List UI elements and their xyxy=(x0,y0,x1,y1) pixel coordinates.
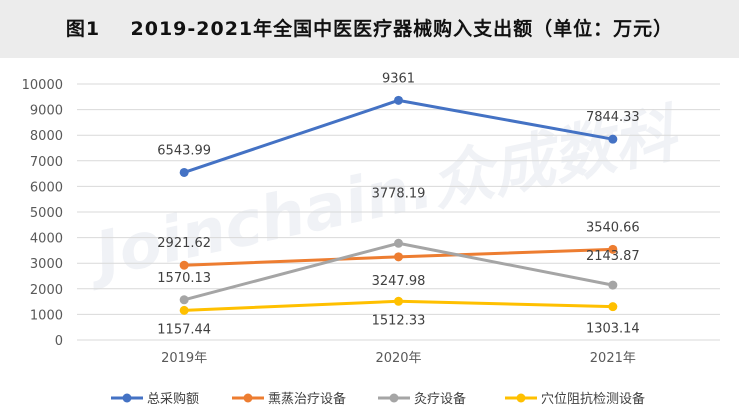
data-point xyxy=(179,260,189,270)
data-label: 1303.14 xyxy=(586,322,640,337)
data-point xyxy=(394,296,403,306)
x-tick-label: 2021年 xyxy=(590,351,636,366)
y-tick-label: 5000 xyxy=(30,206,63,221)
data-point xyxy=(394,238,403,248)
data-point xyxy=(608,134,618,144)
data-label: 7844.33 xyxy=(586,110,640,125)
data-point xyxy=(179,167,189,177)
legend-label: 熏蒸治疗设备 xyxy=(268,391,346,407)
data-label: 3540.66 xyxy=(586,220,640,235)
legend-swatch-marker xyxy=(516,393,526,403)
data-label: 1512.33 xyxy=(372,313,426,328)
y-tick-label: 9000 xyxy=(30,104,63,119)
legend-label: 总采购额 xyxy=(147,391,199,407)
data-point xyxy=(394,95,403,105)
data-label: 2143.87 xyxy=(586,249,640,264)
legend-swatch-marker xyxy=(243,393,253,403)
data-label: 1570.13 xyxy=(157,271,211,286)
data-point xyxy=(608,280,618,290)
title-band xyxy=(0,0,739,58)
y-tick-label: 4000 xyxy=(30,232,63,247)
y-tick-label: 7000 xyxy=(30,155,63,170)
data-point xyxy=(394,252,403,262)
data-point xyxy=(608,302,618,312)
legend-swatch-marker xyxy=(389,393,399,403)
y-tick-label: 8000 xyxy=(30,129,63,144)
data-label: 3247.98 xyxy=(372,274,426,289)
data-label: 2921.62 xyxy=(157,236,211,251)
data-label: 9361 xyxy=(382,71,415,86)
data-point xyxy=(179,295,189,305)
data-point xyxy=(608,244,618,254)
legend-label: 灸疗设备 xyxy=(414,391,466,407)
x-tick-label: 2019年 xyxy=(161,351,207,366)
x-tick-label: 2020年 xyxy=(375,351,421,366)
data-label: 1157.44 xyxy=(157,322,211,337)
data-label: 3778.19 xyxy=(372,186,426,201)
legend-swatch-marker xyxy=(122,393,132,403)
y-tick-label: 3000 xyxy=(30,257,63,272)
data-point xyxy=(179,305,189,315)
y-tick-label: 1000 xyxy=(30,308,63,323)
y-tick-label: 10000 xyxy=(22,78,63,93)
chart-title: 图1 2019-2021年全国中医医疗器械购入支出额（单位：万元） xyxy=(65,18,674,40)
legend-label: 穴位阻抗检测设备 xyxy=(541,391,645,407)
y-tick-label: 6000 xyxy=(30,180,63,195)
data-label: 6543.99 xyxy=(157,143,211,158)
y-tick-label: 2000 xyxy=(30,283,63,298)
y-tick-label: 0 xyxy=(55,334,63,349)
